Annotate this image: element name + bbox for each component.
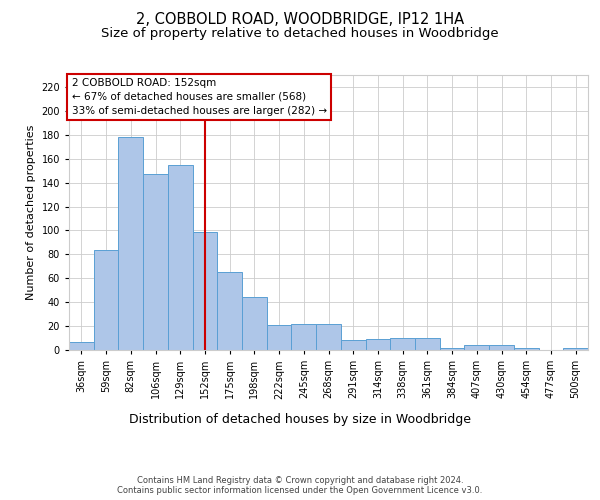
Text: Contains HM Land Registry data © Crown copyright and database right 2024.
Contai: Contains HM Land Registry data © Crown c…: [118, 476, 482, 495]
Bar: [193, 232, 217, 350]
Bar: [365, 339, 390, 350]
Bar: [94, 250, 118, 350]
Bar: [292, 324, 316, 350]
Bar: [267, 325, 292, 350]
Bar: [514, 348, 539, 350]
Text: 2, COBBOLD ROAD, WOODBRIDGE, IP12 1HA: 2, COBBOLD ROAD, WOODBRIDGE, IP12 1HA: [136, 12, 464, 28]
Text: 2 COBBOLD ROAD: 152sqm
← 67% of detached houses are smaller (568)
33% of semi-de: 2 COBBOLD ROAD: 152sqm ← 67% of detached…: [71, 78, 327, 116]
Y-axis label: Number of detached properties: Number of detached properties: [26, 125, 36, 300]
Bar: [69, 342, 94, 350]
Bar: [217, 272, 242, 350]
Bar: [316, 324, 341, 350]
Text: Size of property relative to detached houses in Woodbridge: Size of property relative to detached ho…: [101, 28, 499, 40]
Bar: [563, 348, 588, 350]
Bar: [489, 345, 514, 350]
Bar: [415, 338, 440, 350]
Bar: [143, 174, 168, 350]
Bar: [168, 164, 193, 350]
Bar: [464, 345, 489, 350]
Bar: [341, 340, 365, 350]
Bar: [390, 338, 415, 350]
Bar: [242, 298, 267, 350]
Text: Distribution of detached houses by size in Woodbridge: Distribution of detached houses by size …: [129, 412, 471, 426]
Bar: [440, 348, 464, 350]
Bar: [118, 137, 143, 350]
